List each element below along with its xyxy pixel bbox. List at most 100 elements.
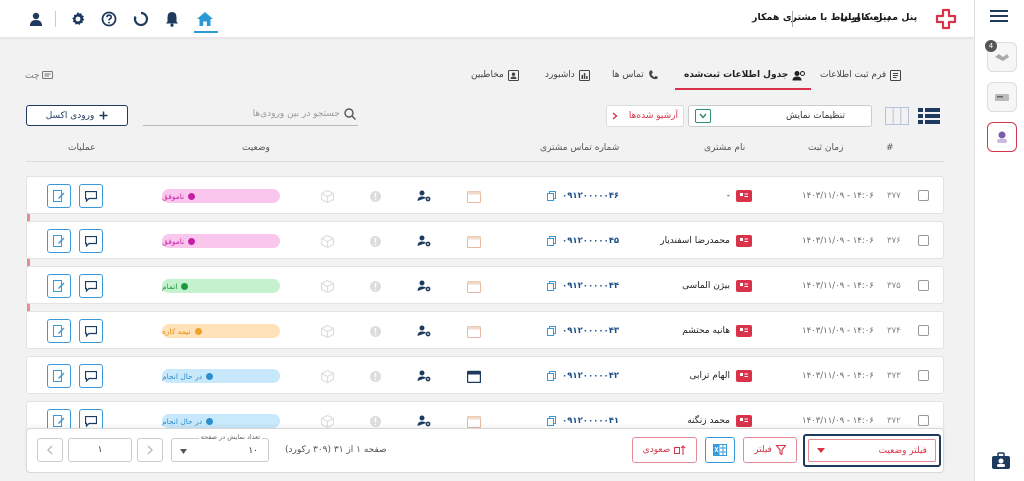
comment-button[interactable] bbox=[79, 274, 103, 298]
phone-number[interactable]: ۰۹۱۲۰۰۰۰۰۴۲ bbox=[562, 371, 620, 381]
excel-button-label: ورودی اکسل bbox=[45, 110, 95, 121]
copy-icon bbox=[547, 416, 556, 426]
tab-dashboard[interactable]: داشبورد bbox=[545, 66, 590, 84]
per-page-select[interactable]: تعداد نمایش در صفحه ۱۰ bbox=[171, 433, 269, 462]
chevron-down-icon[interactable] bbox=[695, 109, 711, 123]
tab-table[interactable]: جدول اطلاعات ثبت‌شده bbox=[684, 66, 806, 84]
scroll-indicator[interactable] bbox=[27, 176, 30, 344]
phone-number[interactable]: ۰۹۱۲۰۰۰۰۰۴۶ bbox=[562, 191, 620, 201]
id-card-icon[interactable] bbox=[736, 370, 752, 382]
id-card-icon[interactable] bbox=[736, 190, 752, 202]
phone-number[interactable]: ۰۹۱۲۰۰۰۰۰۴۴ bbox=[562, 281, 620, 291]
bell-icon[interactable] bbox=[163, 10, 181, 28]
id-card-icon[interactable] bbox=[736, 280, 752, 292]
package-icon[interactable] bbox=[321, 312, 334, 350]
archived-button[interactable]: آرشیو شده‌ها bbox=[606, 105, 684, 127]
search-input[interactable]: جستجو در بین ورودی‌ها bbox=[143, 104, 358, 126]
calendar-icon[interactable] bbox=[467, 312, 481, 350]
comment-button[interactable] bbox=[79, 229, 103, 253]
comment-button[interactable] bbox=[79, 319, 103, 343]
table-row[interactable]: ۳۷۳ ۱۴۰۳/۱۱/۰۹ - ۱۴:۰۶ الهام ترابی ۰۹۱۲۰… bbox=[26, 356, 944, 394]
phone-number[interactable]: ۰۹۱۲۰۰۰۰۰۴۱ bbox=[562, 416, 620, 426]
edit-button[interactable] bbox=[47, 274, 71, 298]
rail-app-1[interactable]: 4 bbox=[985, 40, 1017, 72]
user-gear-icon[interactable] bbox=[417, 402, 431, 428]
briefcase-user-icon[interactable] bbox=[991, 452, 1011, 470]
table-row[interactable]: ۳۷۵ ۱۴۰۳/۱۱/۰۹ - ۱۴:۰۶ بیژن الماسی ۰۹۱۲۰… bbox=[26, 266, 944, 304]
user-gear-icon[interactable] bbox=[417, 312, 431, 350]
tab-form[interactable]: فرم ثبت اطلاعات bbox=[820, 66, 902, 84]
home-icon[interactable] bbox=[196, 10, 214, 28]
row-checkbox[interactable] bbox=[918, 325, 929, 336]
filter-button[interactable]: فیلتر bbox=[743, 437, 797, 463]
excel-export-button[interactable] bbox=[705, 437, 735, 463]
comment-button[interactable] bbox=[79, 364, 103, 388]
header-ops: عملیات bbox=[68, 143, 96, 153]
rail-app-2[interactable] bbox=[987, 82, 1017, 112]
alert-badge-icon[interactable] bbox=[369, 177, 382, 215]
user-gear-icon[interactable] bbox=[417, 177, 431, 215]
plus-icon bbox=[99, 111, 108, 120]
edit-button[interactable] bbox=[47, 364, 71, 388]
calendar-icon[interactable] bbox=[467, 222, 481, 260]
phone-number[interactable]: ۰۹۱۲۰۰۰۰۰۴۵ bbox=[562, 236, 620, 246]
alert-badge-icon[interactable] bbox=[369, 357, 382, 395]
tab-contacts[interactable]: مخاطبین bbox=[471, 66, 519, 84]
calendar-icon[interactable] bbox=[467, 267, 481, 305]
id-card-icon[interactable] bbox=[736, 235, 752, 247]
edit-button[interactable] bbox=[47, 184, 71, 208]
alert-badge-icon[interactable] bbox=[369, 402, 382, 428]
table-row[interactable]: ۳۷۲ ۱۴۰۳/۱۱/۰۹ - ۱۴:۰۶ محمد زنگنه ۰۹۱۲۰۰… bbox=[26, 401, 944, 428]
row-checkbox[interactable] bbox=[918, 190, 929, 201]
user-icon[interactable] bbox=[27, 10, 45, 28]
loading-icon[interactable] bbox=[132, 10, 150, 28]
id-card-icon[interactable] bbox=[736, 325, 752, 337]
package-icon[interactable] bbox=[321, 357, 334, 395]
alert-badge-icon[interactable] bbox=[369, 267, 382, 305]
page-number-input[interactable]: ۱ bbox=[68, 438, 132, 462]
row-checkbox[interactable] bbox=[918, 235, 929, 246]
calendar-icon[interactable] bbox=[467, 402, 481, 428]
table-body: ۳۷۷ ۱۴۰۳/۱۱/۰۹ - ۱۴:۰۶ - ۰۹۱۲۰۰۰۰۰۴۶ نام… bbox=[26, 0, 944, 428]
table-row[interactable]: ۳۷۷ ۱۴۰۳/۱۱/۰۹ - ۱۴:۰۶ - ۰۹۱۲۰۰۰۰۰۴۶ نام… bbox=[26, 176, 944, 214]
prev-page-button[interactable] bbox=[37, 438, 63, 462]
tab-calls[interactable]: تماس ها bbox=[612, 66, 658, 84]
phone-number[interactable]: ۰۹۱۲۰۰۰۰۰۴۳ bbox=[562, 326, 620, 336]
alert-badge-icon[interactable] bbox=[369, 312, 382, 350]
chat-link[interactable]: چت bbox=[25, 71, 54, 81]
user-gear-icon[interactable] bbox=[417, 267, 431, 305]
package-icon[interactable] bbox=[321, 177, 334, 215]
alert-badge-icon[interactable] bbox=[369, 222, 382, 260]
copy-icon bbox=[547, 191, 556, 201]
comment-button[interactable] bbox=[79, 184, 103, 208]
help-icon[interactable] bbox=[100, 10, 118, 28]
row-checkbox[interactable] bbox=[918, 415, 929, 426]
table-row[interactable]: ۳۷۴ ۱۴۰۳/۱۱/۰۹ - ۱۴:۰۶ هانیه محتشم ۰۹۱۲۰… bbox=[26, 311, 944, 349]
package-icon[interactable] bbox=[321, 222, 334, 260]
display-settings-select[interactable]: تنظیمات نمایش bbox=[688, 105, 872, 127]
package-icon[interactable] bbox=[321, 267, 334, 305]
edit-button[interactable] bbox=[47, 229, 71, 253]
edit-button[interactable] bbox=[47, 319, 71, 343]
hamburger-menu-icon[interactable] bbox=[990, 9, 1008, 23]
user-gear-icon[interactable] bbox=[417, 222, 431, 260]
list-view-icon[interactable] bbox=[918, 107, 940, 125]
id-card-icon[interactable] bbox=[736, 415, 752, 427]
gear-icon[interactable] bbox=[69, 10, 87, 28]
excel-import-button[interactable]: ورودی اکسل bbox=[26, 105, 128, 126]
edit-button[interactable] bbox=[47, 409, 71, 428]
calendar-icon[interactable] bbox=[467, 357, 481, 395]
comment-button[interactable] bbox=[79, 409, 103, 428]
next-page-button[interactable] bbox=[137, 438, 163, 462]
user-gear-icon[interactable] bbox=[417, 357, 431, 395]
row-checkbox[interactable] bbox=[918, 280, 929, 291]
status-filter-select[interactable]: فیلتر وضعیت bbox=[803, 434, 941, 467]
column-view-icon[interactable] bbox=[885, 107, 909, 125]
calendar-icon[interactable] bbox=[467, 177, 481, 215]
row-checkbox[interactable] bbox=[918, 370, 929, 381]
caret-down-icon bbox=[180, 449, 187, 454]
package-icon[interactable] bbox=[321, 402, 334, 428]
sort-button[interactable]: صعودی bbox=[632, 437, 697, 463]
table-row[interactable]: ۳۷۶ ۱۴۰۳/۱۱/۰۹ - ۱۴:۰۶ محمدرضا اسفندیار … bbox=[26, 221, 944, 259]
rail-app-3[interactable] bbox=[987, 122, 1017, 152]
